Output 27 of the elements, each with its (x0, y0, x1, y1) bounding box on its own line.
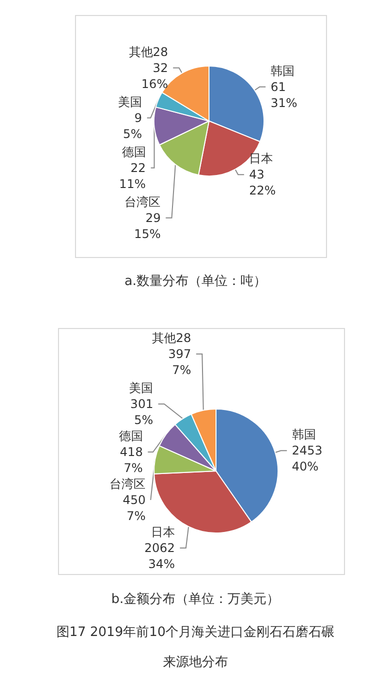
slice-label: 其他28 (152, 331, 192, 345)
slice-label: 德国 (118, 429, 143, 443)
slice-label: 台湾区 (124, 194, 161, 209)
slice-label: 德国 (122, 144, 146, 159)
data-label: 43 22% (249, 168, 276, 198)
data-label: 2453 40% (292, 444, 322, 474)
data-label: 29 15% (134, 210, 161, 241)
data-label: 418 7% (120, 445, 143, 475)
data-label: 22 11% (119, 160, 146, 191)
text: a.数量分布（单位：吨） (123, 273, 268, 290)
text: b.金额分布（单位：万美元） (110, 591, 281, 608)
data-label: 397 7% (168, 347, 192, 377)
slice-label: 美国 (129, 381, 154, 395)
slice-label: 日本 (150, 525, 175, 539)
data-label: 2062 34% (144, 541, 175, 571)
data-label: 32 16% (141, 60, 168, 91)
caption: 图17 2019年前10个月海关进口金刚石石磨石碾来源地分布 (55, 624, 336, 672)
data-label: 9 5% (123, 110, 142, 141)
slice-label: 日本 (249, 152, 274, 166)
slice-label: 其他28 (128, 44, 168, 59)
slice-label: 韩国 (292, 428, 316, 442)
data-label: 301 5% (130, 397, 154, 427)
slice-label: 台湾区 (110, 477, 146, 491)
data-label: 61 31% (270, 80, 298, 110)
data-label: 450 7% (122, 493, 146, 523)
slice-label: 韩国 (270, 64, 295, 78)
slice-label: 美国 (118, 94, 142, 109)
